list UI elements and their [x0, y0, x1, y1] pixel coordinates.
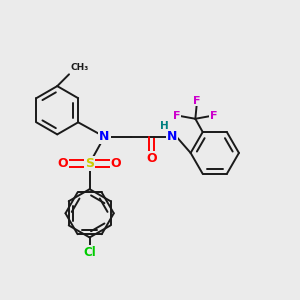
Text: H: H — [160, 121, 169, 130]
Text: N: N — [167, 130, 177, 143]
Text: N: N — [99, 130, 110, 143]
Text: CH₃: CH₃ — [70, 63, 89, 72]
Text: F: F — [210, 111, 218, 121]
Text: O: O — [111, 157, 122, 170]
Text: O: O — [58, 157, 68, 170]
Text: S: S — [85, 157, 94, 170]
Text: F: F — [173, 111, 181, 121]
Text: Cl: Cl — [83, 246, 96, 259]
Text: O: O — [146, 152, 157, 165]
Text: F: F — [193, 95, 201, 106]
